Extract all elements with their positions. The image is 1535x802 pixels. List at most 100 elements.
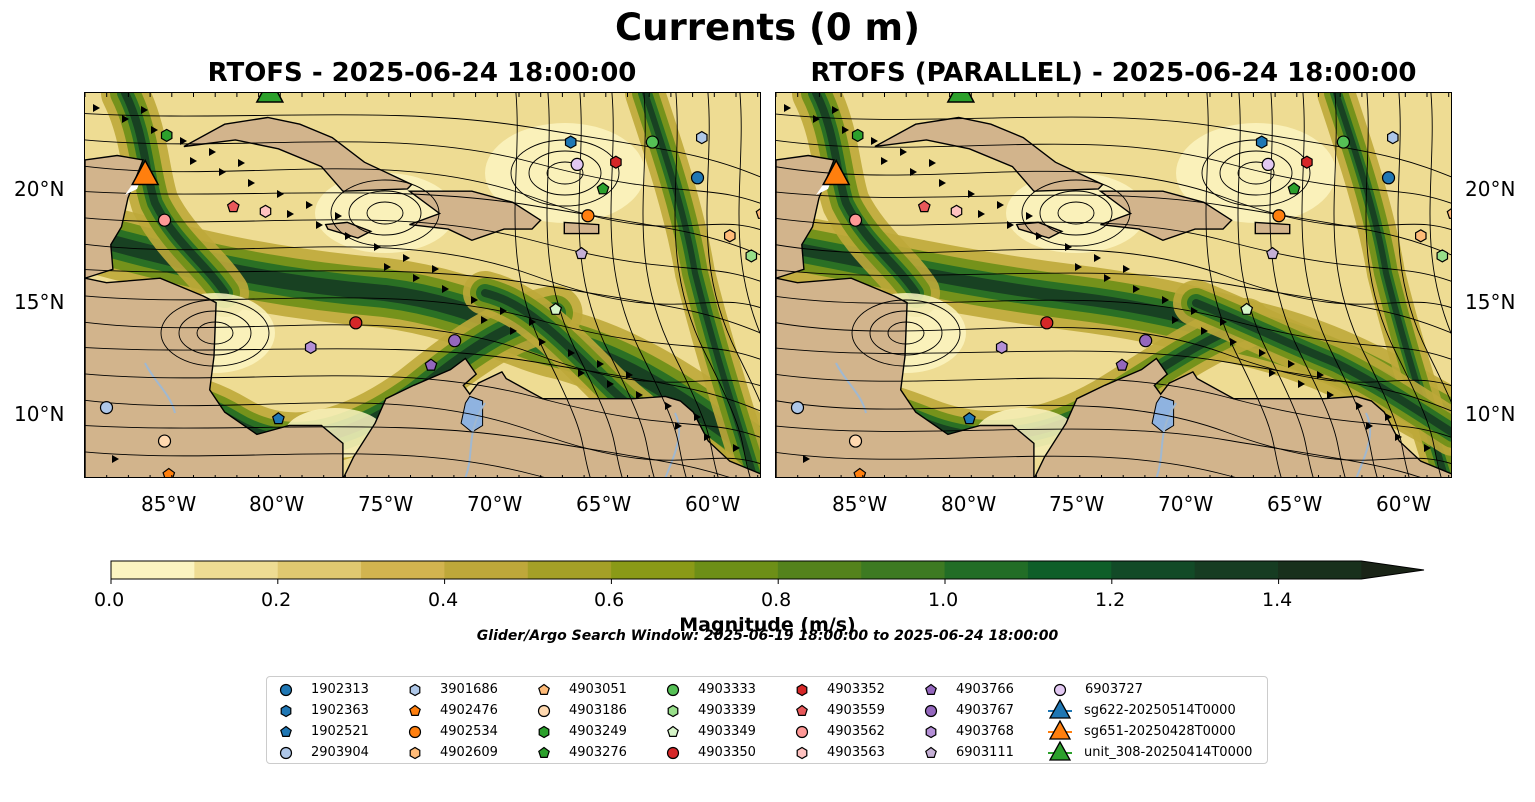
- colorbar-segment: [694, 561, 779, 579]
- float-marker: [1336, 135, 1350, 149]
- legend-marker: [538, 683, 550, 695]
- legend-marker: [1053, 683, 1067, 697]
- colorbar-tick-label: 0.0: [94, 589, 125, 611]
- legend-marker: [1048, 698, 1072, 719]
- legend-marker: [667, 704, 679, 718]
- search-window-text: Glider/Argo Search Window: 2025-06-19 18…: [476, 628, 1059, 644]
- lon-tick-label: 70°W: [1158, 492, 1214, 516]
- legend-marker: [796, 683, 808, 697]
- colorbar-segment: [194, 561, 279, 579]
- colorbar-segment: [527, 561, 612, 579]
- lon-tick-label: 60°W: [685, 492, 741, 516]
- float-marker: [1261, 157, 1275, 171]
- colorbar-tick-label: 0.6: [594, 589, 625, 611]
- colorbar-tick-label: 1.0: [928, 589, 959, 611]
- map-panel-rtofs-parallel[interactable]: [775, 92, 1452, 478]
- float-marker: [790, 401, 805, 415]
- colorbar-segment: [1194, 561, 1279, 579]
- colorbar-segment: [1278, 561, 1362, 579]
- legend-marker: [279, 746, 293, 760]
- float-marker: [848, 213, 863, 227]
- lon-tick-label: 85°W: [141, 492, 197, 516]
- colorbar-segment: [444, 561, 529, 579]
- legend-label: 1902313: [311, 682, 369, 697]
- float-marker: [160, 128, 173, 143]
- float-marker: [157, 213, 172, 227]
- float-marker: [259, 204, 272, 218]
- legend-label: 2903904: [311, 745, 369, 760]
- float-marker: [349, 316, 363, 330]
- legend-label: 4903276: [569, 745, 627, 760]
- legend-label: 4902476: [440, 703, 498, 718]
- map-canvas: [85, 93, 760, 477]
- float-marker: [157, 434, 172, 448]
- legend-label: sg622-20250514T0000: [1084, 703, 1236, 718]
- legend-markers: [279, 683, 1072, 761]
- float-marker: [1414, 229, 1427, 243]
- legend-marker: [408, 725, 422, 739]
- legend-label: 4903349: [698, 724, 756, 739]
- float-marker: [448, 334, 462, 348]
- colorbar-tick-label: 1.4: [1262, 589, 1293, 611]
- map-canvas: [776, 93, 1451, 477]
- float-marker: [917, 200, 931, 213]
- float-marker: [1446, 208, 1451, 219]
- lat-tick-label: 15°N: [1465, 290, 1516, 314]
- legend-marker: [280, 704, 292, 718]
- colorbar-segment: [1027, 561, 1112, 579]
- colorbar-tick-label: 0.4: [428, 589, 459, 611]
- legend-marker: [1048, 740, 1072, 761]
- lon-tick-label: 75°W: [1049, 492, 1105, 516]
- float-marker: [581, 209, 595, 223]
- legend-label: 4903186: [569, 703, 627, 718]
- legend-label: 6903727: [1085, 682, 1143, 697]
- colorbar-segment: [277, 561, 362, 579]
- panel-title-rtofs: RTOFS - 2025-06-24 18:00:00: [207, 58, 637, 88]
- float-marker: [962, 412, 976, 425]
- colorbar-segment: [361, 561, 445, 579]
- legend-marker: [538, 746, 550, 759]
- legend-marker: [280, 725, 292, 738]
- legend-marker: [279, 683, 293, 697]
- map-panel-rtofs[interactable]: [84, 92, 761, 478]
- legend-label: 4903767: [956, 703, 1014, 718]
- legend-label: 6903111: [956, 745, 1014, 760]
- legend-label: 4903563: [827, 745, 885, 760]
- colorbar-segment: [1111, 561, 1196, 579]
- colorbar-segment: [111, 561, 195, 579]
- legend-label: 4903562: [827, 724, 885, 739]
- float-marker: [645, 135, 659, 149]
- legend-label: 1902521: [311, 724, 369, 739]
- lon-tick-label: 85°W: [832, 492, 888, 516]
- lon-tick-label: 80°W: [941, 492, 997, 516]
- float-marker: [1115, 358, 1129, 371]
- colorbar-tick-label: 0.8: [761, 589, 792, 611]
- float-marker: [1287, 182, 1301, 195]
- legend-marker: [795, 725, 809, 739]
- legend-label: 1902363: [311, 703, 369, 718]
- float-marker: [1272, 209, 1286, 223]
- float-marker: [1381, 171, 1396, 185]
- figure-title: Currents (0 m): [614, 6, 920, 49]
- float-marker: [226, 200, 240, 213]
- legend-marker: [925, 725, 937, 739]
- legend-label: 4903559: [827, 703, 885, 718]
- legend: 1902313 1902363 1902521 2903904 3901686 49024…: [266, 676, 1268, 764]
- float-marker: [1139, 334, 1153, 348]
- float-marker: [549, 302, 563, 315]
- legend-marker: [925, 746, 937, 759]
- legend-marker: [796, 746, 808, 760]
- colorbar-tick-label: 1.2: [1095, 589, 1126, 611]
- legend-label: 4903768: [956, 724, 1014, 739]
- float-marker: [162, 467, 176, 477]
- colorbar-tick-label: 0.2: [261, 589, 292, 611]
- float-marker: [755, 208, 760, 219]
- float-marker: [695, 130, 708, 145]
- legend-marker: [924, 704, 938, 718]
- legend-label: 4903339: [698, 703, 756, 718]
- float-marker: [723, 229, 736, 243]
- lon-tick-label: 80°W: [249, 492, 305, 516]
- float-marker: [853, 467, 867, 477]
- float-marker: [1301, 155, 1313, 169]
- float-marker: [564, 135, 577, 149]
